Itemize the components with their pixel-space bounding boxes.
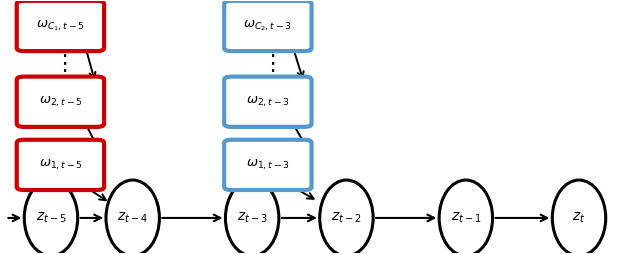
Text: $z_{t-3}$: $z_{t-3}$ — [237, 211, 267, 225]
FancyBboxPatch shape — [224, 140, 312, 190]
FancyBboxPatch shape — [17, 1, 104, 51]
Text: $z_{t-2}$: $z_{t-2}$ — [331, 211, 362, 225]
Text: $z_{t-1}$: $z_{t-1}$ — [450, 211, 481, 225]
Text: $\omega_{C_2,t-3}$: $\omega_{C_2,t-3}$ — [243, 19, 292, 33]
Ellipse shape — [226, 180, 279, 254]
Ellipse shape — [553, 180, 605, 254]
Text: $z_t$: $z_t$ — [572, 211, 586, 225]
Text: $\vdots$: $\vdots$ — [261, 52, 275, 74]
FancyBboxPatch shape — [17, 140, 104, 190]
FancyBboxPatch shape — [17, 77, 104, 127]
Text: $z_{t-4}$: $z_{t-4}$ — [117, 211, 148, 225]
Text: $\omega_{1,t-3}$: $\omega_{1,t-3}$ — [246, 158, 290, 172]
Text: $\omega_{2,t-5}$: $\omega_{2,t-5}$ — [38, 94, 83, 109]
FancyBboxPatch shape — [224, 77, 312, 127]
FancyBboxPatch shape — [224, 1, 312, 51]
Text: $\vdots$: $\vdots$ — [54, 52, 67, 74]
Ellipse shape — [106, 180, 159, 254]
Ellipse shape — [319, 180, 373, 254]
Ellipse shape — [439, 180, 493, 254]
Text: $z_{t-5}$: $z_{t-5}$ — [36, 211, 66, 225]
Text: $\omega_{2,t-3}$: $\omega_{2,t-3}$ — [246, 94, 290, 109]
Text: $\omega_{1,t-5}$: $\omega_{1,t-5}$ — [38, 158, 83, 172]
Ellipse shape — [25, 180, 77, 254]
Text: $\omega_{C_1,t-5}$: $\omega_{C_1,t-5}$ — [36, 19, 85, 33]
